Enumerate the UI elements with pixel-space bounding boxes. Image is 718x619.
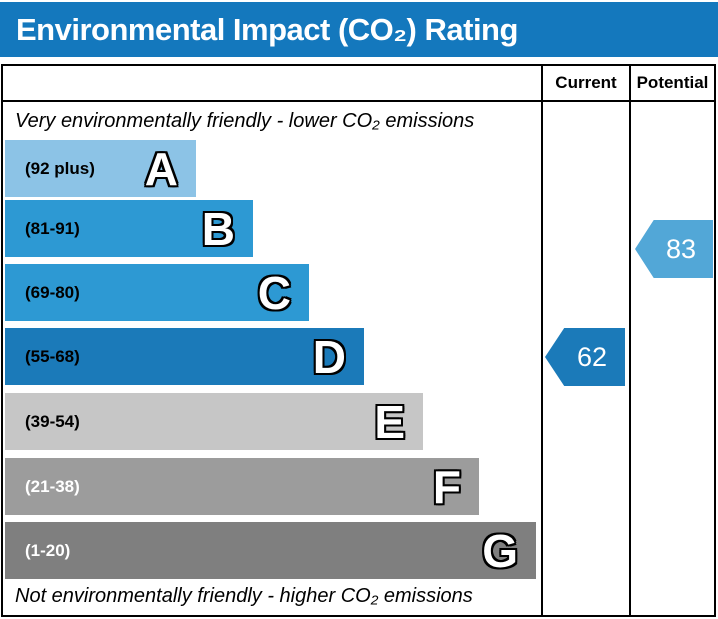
band-range-label: (69-80) (25, 282, 80, 302)
band-bar-g: (1-20) G (5, 522, 536, 579)
band-letter: E (374, 395, 405, 448)
top-note: Very environmentally friendly - lower CO… (15, 110, 475, 132)
band-letter: D (312, 330, 346, 383)
band-range-label: (21-38) (25, 476, 80, 496)
bottom-note: Not environmentally friendly - higher CO… (15, 585, 473, 607)
current-rating-arrow: 62 (545, 328, 625, 386)
band-bar-b: (81-91) B (5, 200, 253, 257)
current-column-header: Current (555, 73, 617, 92)
page-title: Environmental Impact (CO₂) Rating (16, 11, 518, 47)
potential-column-header: Potential (636, 73, 709, 92)
potential-column-divider (629, 66, 631, 615)
band-letter: G (482, 524, 518, 577)
band-range-label: (81-91) (25, 218, 80, 238)
band-range-label: (55-68) (25, 346, 80, 366)
band-letter: F (432, 460, 461, 513)
band-bar-e: (39-54) E (5, 393, 423, 450)
current-column-divider (541, 66, 543, 615)
band-letter: B (201, 202, 235, 255)
band-bar-f: (21-38) F (5, 458, 479, 515)
potential-rating-arrow: 83 (635, 220, 713, 278)
rating-table: Current Potential Very environmentally f… (1, 64, 716, 617)
band-letter: A (144, 142, 178, 195)
band-range-label: (39-54) (25, 411, 80, 431)
band-range-label: (92 plus) (25, 158, 95, 178)
potential-rating-value: 83 (665, 233, 697, 264)
band-bar-c: (69-80) C (5, 264, 309, 321)
band-bar-d: (55-68) D (5, 328, 364, 385)
band-bar-a: (92 plus) A (5, 140, 196, 197)
title-bar: Environmental Impact (CO₂) Rating (0, 2, 718, 57)
band-letter: C (257, 266, 291, 319)
header-divider (3, 100, 714, 102)
band-range-label: (1-20) (25, 540, 71, 560)
current-rating-value: 62 (576, 341, 608, 372)
